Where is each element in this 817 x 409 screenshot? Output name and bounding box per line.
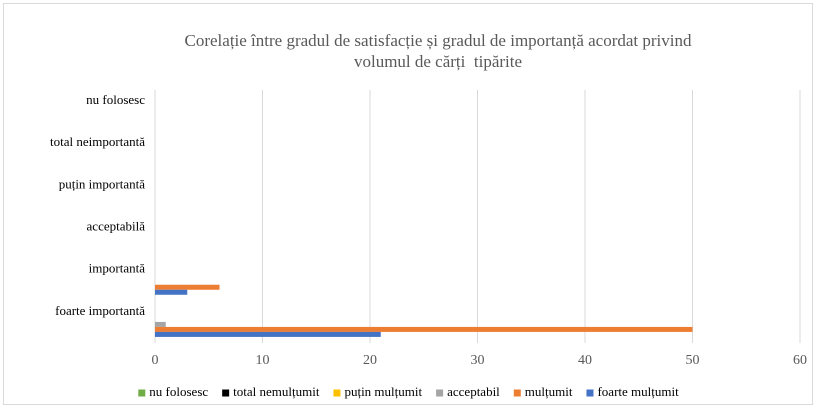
- chart-title: Corelație între gradul de satisfacție și…: [185, 31, 692, 50]
- legend-label: foarte mulțumit: [597, 384, 679, 399]
- bar: [155, 321, 166, 327]
- legend-marker: [586, 389, 594, 397]
- legend-label: mulțumit: [525, 384, 573, 399]
- x-tick-label: 0: [152, 353, 159, 368]
- legend-label: acceptabil: [447, 384, 500, 399]
- chart-border: [3, 3, 813, 405]
- bar: [155, 289, 188, 295]
- x-tick-label: 20: [363, 353, 377, 368]
- x-tick-label: 10: [256, 353, 270, 368]
- y-tick-label: puțin importantă: [59, 176, 146, 191]
- bar: [155, 284, 220, 290]
- legend-label: total nemulțumit: [233, 384, 320, 399]
- y-tick-label: acceptabilă: [87, 219, 146, 234]
- legend-marker: [333, 389, 341, 397]
- bar: [155, 331, 381, 337]
- legend-label: puțin mulțumit: [344, 384, 422, 399]
- legend-marker: [222, 389, 230, 397]
- y-tick-label: foarte importantă: [55, 303, 145, 318]
- x-tick-label: 50: [686, 353, 700, 368]
- y-tick-label: nu folosesc: [86, 92, 145, 107]
- legend-marker: [513, 389, 521, 397]
- legend-label: nu folosesc: [149, 384, 208, 399]
- x-tick-label: 30: [471, 353, 485, 368]
- legend-marker: [436, 389, 444, 397]
- y-tick-label: total neimportantă: [50, 134, 145, 149]
- chart-title: volumul de cărți tipărite: [354, 52, 522, 71]
- legend-marker: [138, 389, 146, 397]
- x-tick-label: 60: [793, 353, 807, 368]
- x-tick-label: 40: [578, 353, 592, 368]
- bar: [155, 326, 693, 332]
- y-tick-label: importantă: [89, 261, 146, 276]
